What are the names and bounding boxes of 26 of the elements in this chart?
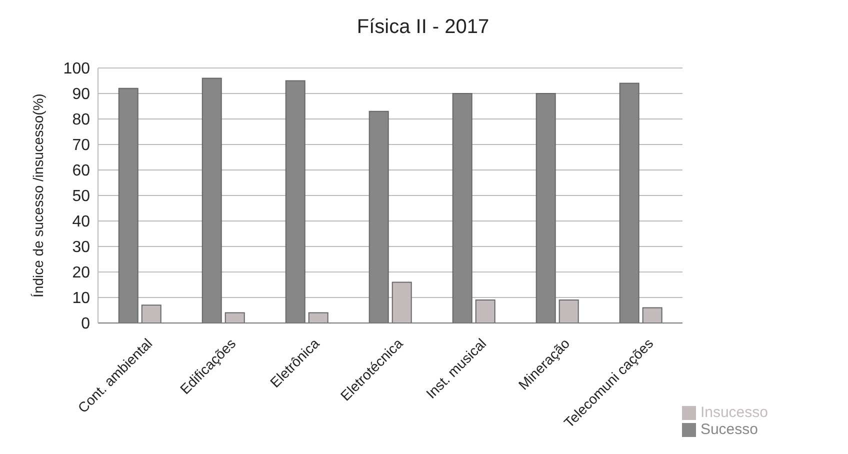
y-tick-label: 70	[72, 137, 90, 154]
bar	[368, 110, 389, 323]
y-tick-label: 60	[72, 162, 90, 180]
y-axis-title: Índice de sucesso /insucesso(%)	[30, 94, 46, 298]
y-tick-label: 30	[72, 239, 90, 256]
y-tick-label: 80	[72, 112, 90, 129]
y-tick-label: 0	[81, 316, 90, 333]
legend-label: Insucesso	[700, 404, 768, 421]
y-tick-label: 90	[72, 86, 90, 104]
bar	[619, 82, 640, 323]
y-tick-label: 50	[72, 188, 90, 206]
bar	[308, 312, 328, 323]
bar	[642, 307, 662, 323]
bar	[536, 93, 556, 323]
bar	[202, 78, 222, 323]
chart-title: Física II - 2017	[356, 16, 490, 39]
y-tick-label: 100	[63, 60, 90, 78]
bar	[141, 304, 162, 323]
bar	[285, 80, 306, 323]
bar	[118, 88, 138, 323]
bar	[452, 93, 472, 323]
bar	[224, 312, 245, 323]
y-tick-label: 10	[72, 290, 90, 308]
y-tick-label: 40	[72, 214, 90, 231]
y-tick-label: 20	[72, 264, 90, 282]
legend-label: Sucesso	[700, 421, 758, 438]
